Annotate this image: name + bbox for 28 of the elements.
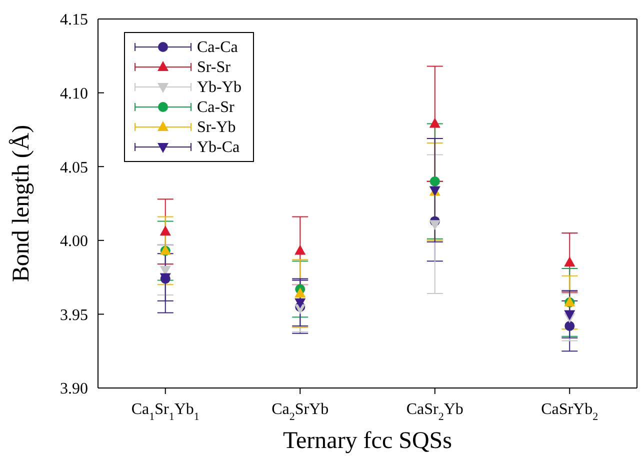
legend-label: Yb-Yb [197,79,242,96]
point [564,256,576,267]
y-tick-label: 4.05 [60,159,88,176]
x-tick-label: Ca$_{1}$Sr$_{1}$Yb$_{1}$ [131,401,200,423]
point [160,226,171,236]
x-tick-label: CaSr$_{2}$Yb [406,401,464,423]
x-tick-label: Ca$_{2}$SrYb [272,401,329,423]
y-axis-title: Bond length (Å) [8,124,35,282]
y-tick-label: 4.10 [60,85,88,102]
legend-label: Ca-Sr [197,99,235,116]
x-tick-label: CaSrYb$_{2}$ [541,401,598,423]
point [429,220,440,230]
y-tick-label: 3.95 [60,306,88,324]
y-tick-label: 3.90 [60,380,88,398]
point [564,310,576,320]
point [294,288,306,298]
legend-label: Sr-Sr [197,59,232,76]
point [294,244,306,255]
point [430,176,440,186]
point [429,118,440,128]
legend-label: Ca-Ca [197,39,238,56]
legend-label: Sr-Yb [197,119,236,136]
y-tick-label: 4.00 [60,233,88,250]
point [294,298,306,308]
x-axis-title: Ternary fcc SQSs [283,428,452,454]
point [564,321,575,332]
legend-label: Yb-Ca [197,139,240,156]
y-tick-label: 4.15 [60,12,88,29]
